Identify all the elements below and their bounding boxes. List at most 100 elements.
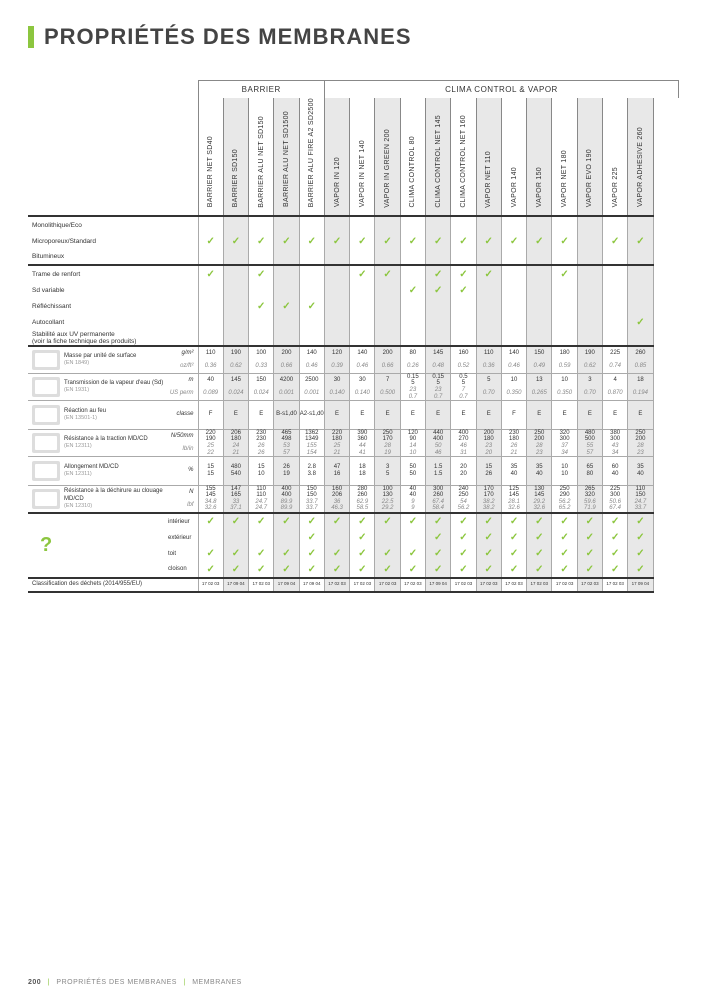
check-icon: ✓ [409,236,417,247]
check-icon: ✓ [459,564,467,575]
check-icon: ✓ [206,564,214,575]
feature-row-label: Trame de renfort [28,266,168,282]
metric-icon [32,350,60,370]
metric-icon [32,461,60,481]
product-column-header: VAPOR EVO 190 [586,149,593,207]
column-group-header: BARRIER [198,81,324,99]
check-icon: ✓ [333,236,341,247]
check-icon: ✓ [459,236,467,247]
check-icon: ✓ [586,532,594,543]
column-group-header: CLIMA CONTROL & VAPOR [324,81,678,99]
check-icon: ✓ [434,564,442,575]
product-column-header: VAPOR 150 [536,167,543,207]
check-icon: ✓ [636,317,644,328]
membrane-properties-table: BARRIERCLIMA CONTROL & VAPORBARRIER NET … [28,80,679,593]
check-icon: ✓ [586,564,594,575]
feature-row-label: Sd variable [28,282,168,298]
check-icon: ✓ [535,532,543,543]
check-icon: ✓ [358,548,366,559]
check-icon: ✓ [206,269,214,280]
feature-row-label: Bitumineux [28,249,168,265]
check-icon: ✓ [282,516,290,527]
check-icon: ✓ [358,564,366,575]
check-icon: ✓ [459,548,467,559]
metric-label: Transmission de la vapeur d'eau (Sd) [64,380,163,387]
check-icon: ✓ [434,516,442,527]
check-icon: ✓ [434,532,442,543]
check-icon: ✓ [485,269,493,280]
check-icon: ✓ [409,516,417,527]
check-icon: ✓ [636,548,644,559]
check-icon: ✓ [333,564,341,575]
check-icon: ✓ [232,548,240,559]
check-icon: ✓ [560,564,568,575]
metric-icon [32,489,60,509]
check-icon: ✓ [611,564,619,575]
check-icon: ✓ [560,548,568,559]
metric-label: Résistance à la traction MD/CD [64,436,148,443]
check-icon: ✓ [257,236,265,247]
check-icon: ✓ [535,548,543,559]
check-icon: ✓ [206,236,214,247]
product-column-header: CLIMA CONTROL NET 145 [435,115,442,208]
feature-row-label: Réfléchissant [28,298,168,314]
check-icon: ✓ [257,548,265,559]
metric-label: Allongement MD/CD [64,464,119,471]
check-icon: ✓ [535,236,543,247]
product-column-header: VAPOR NET 180 [561,150,568,207]
product-column-header: CLIMA CONTROL NET 160 [460,115,467,208]
check-icon: ✓ [459,269,467,280]
check-icon: ✓ [434,548,442,559]
check-icon: ✓ [206,548,214,559]
check-icon: ✓ [636,236,644,247]
check-icon: ✓ [257,564,265,575]
check-icon: ✓ [636,564,644,575]
product-column-header: BARRIER ALU NET SD1500 [283,111,290,207]
application-row-label: extérieur [168,530,198,546]
check-icon: ✓ [282,236,290,247]
check-icon: ✓ [409,548,417,559]
check-icon: ✓ [560,236,568,247]
check-icon: ✓ [485,516,493,527]
check-icon: ✓ [358,269,366,280]
check-icon: ✓ [383,236,391,247]
check-icon: ✓ [560,532,568,543]
check-icon: ✓ [308,548,316,559]
check-icon: ✓ [586,548,594,559]
check-icon: ✓ [434,269,442,280]
application-row-label: cloison [168,562,198,578]
metric-icon [32,377,60,397]
check-icon: ✓ [636,516,644,527]
feature-row-label: Monolithique/Eco [28,217,168,233]
metric-label: Résistance à la déchirure au clouage MD/… [64,488,168,502]
check-icon: ✓ [535,516,543,527]
check-icon: ✓ [485,548,493,559]
check-icon: ✓ [611,548,619,559]
product-column-header: BARRIER ALU FIRE A2 SD2500 [308,98,315,207]
check-icon: ✓ [434,236,442,247]
feature-row-label: Microporeux/Standard [28,233,168,249]
metric-icon [32,433,60,453]
question-icon: ? [32,534,52,556]
product-column-header: VAPOR NET 110 [485,151,492,208]
check-icon: ✓ [510,236,518,247]
check-icon: ✓ [232,516,240,527]
check-icon: ✓ [308,301,316,312]
metric-label: Masse par unité de surface [64,353,136,360]
check-icon: ✓ [333,516,341,527]
product-column-header: BARRIER SD150 [232,149,239,207]
check-icon: ✓ [409,564,417,575]
product-column-header: BARRIER ALU NET SD150 [258,116,265,208]
metric-icon [32,405,60,425]
page-title: PROPRIÉTÉS DES MEMBRANES [44,24,412,50]
check-icon: ✓ [383,516,391,527]
check-icon: ✓ [510,564,518,575]
check-icon: ✓ [560,516,568,527]
check-icon: ✓ [308,532,316,543]
feature-row-label: Autocollant [28,314,168,330]
check-icon: ✓ [611,516,619,527]
check-icon: ✓ [257,301,265,312]
title-accent-bar [28,26,34,48]
check-icon: ✓ [232,564,240,575]
check-icon: ✓ [611,532,619,543]
